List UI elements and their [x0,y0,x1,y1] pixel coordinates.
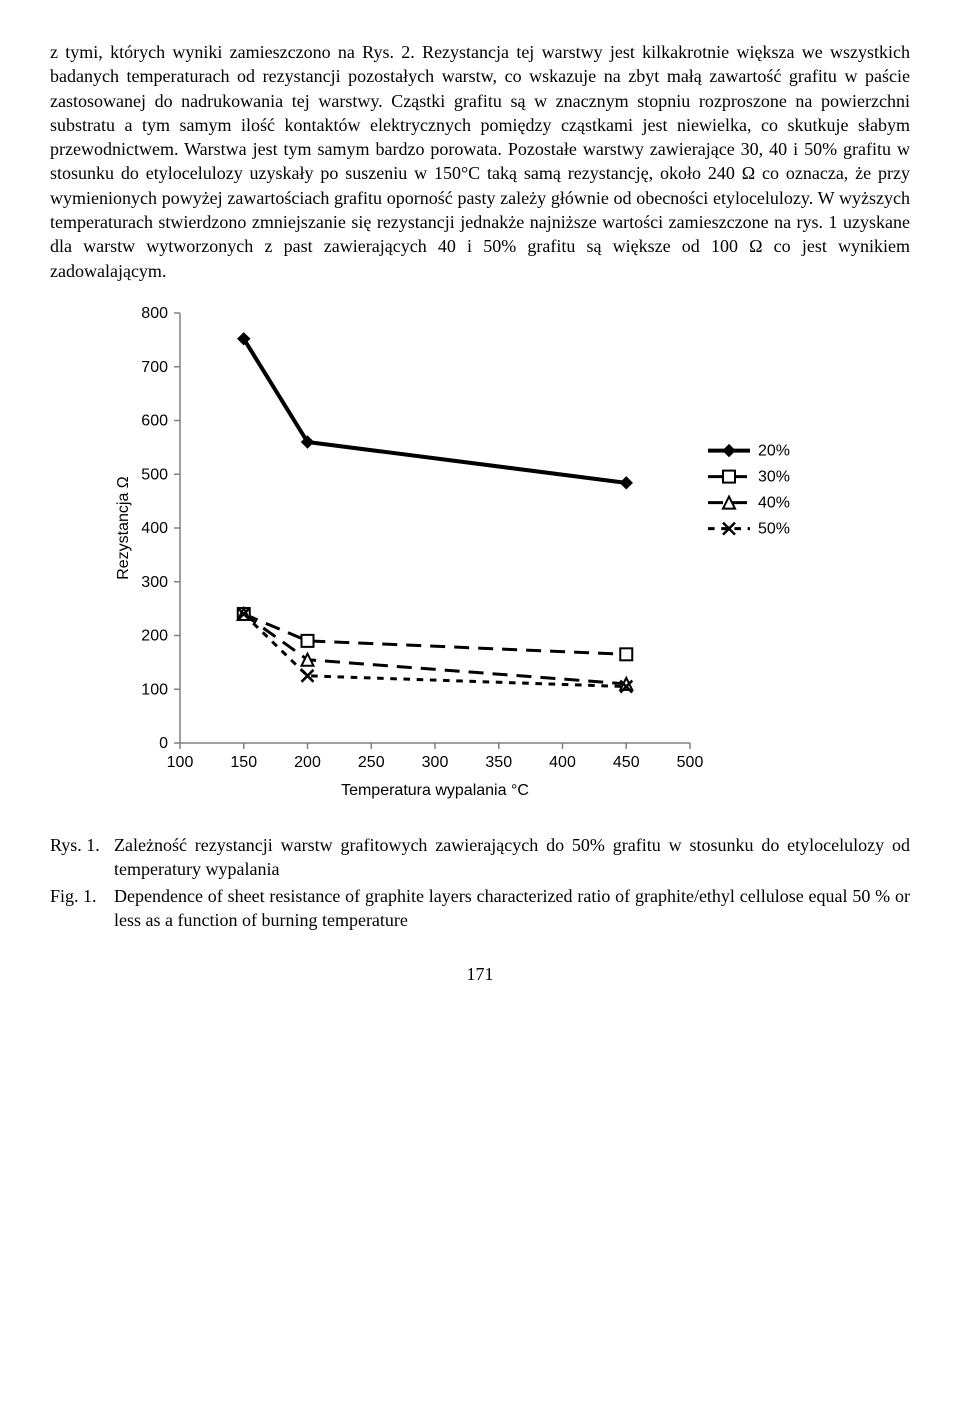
svg-text:Temperatura wypalania °C: Temperatura wypalania °C [341,782,529,799]
resistance-chart: 0 100 200 300 400 500 600 700 800 100 150 200 250 300… [110,303,910,803]
svg-text:600: 600 [141,412,168,429]
page-number: 171 [50,962,910,986]
svg-text:400: 400 [549,754,576,771]
svg-text:350: 350 [485,754,512,771]
svg-text:30%: 30% [758,469,790,486]
svg-text:40%: 40% [758,495,790,512]
svg-text:0: 0 [159,735,168,752]
svg-text:200: 200 [141,627,168,644]
svg-text:300: 300 [141,574,168,591]
svg-text:400: 400 [141,520,168,537]
svg-text:20%: 20% [758,443,790,460]
svg-text:50%: 50% [758,521,790,538]
figure-caption: Rys. 1. Zależność rezystancji warstw gra… [50,833,910,932]
svg-text:500: 500 [677,754,704,771]
svg-text:200: 200 [294,754,321,771]
svg-text:250: 250 [358,754,385,771]
body-paragraph: z tymi, których wyniki zamieszczono na R… [50,40,910,283]
svg-text:150: 150 [230,754,257,771]
caption-en-text: Dependence of sheet resistance of graphi… [110,884,910,933]
svg-text:300: 300 [422,754,449,771]
svg-text:Rezystancja Ω: Rezystancja Ω [115,476,132,580]
svg-text:100: 100 [167,754,194,771]
svg-text:500: 500 [141,466,168,483]
svg-text:450: 450 [613,754,640,771]
caption-pl-label: Rys. 1. [50,833,110,882]
caption-pl-text: Zależność rezystancji warstw grafitowych… [110,833,910,882]
caption-en-label: Fig. 1. [50,884,110,933]
svg-text:100: 100 [141,681,168,698]
svg-text:800: 800 [141,305,168,322]
svg-text:700: 700 [141,359,168,376]
